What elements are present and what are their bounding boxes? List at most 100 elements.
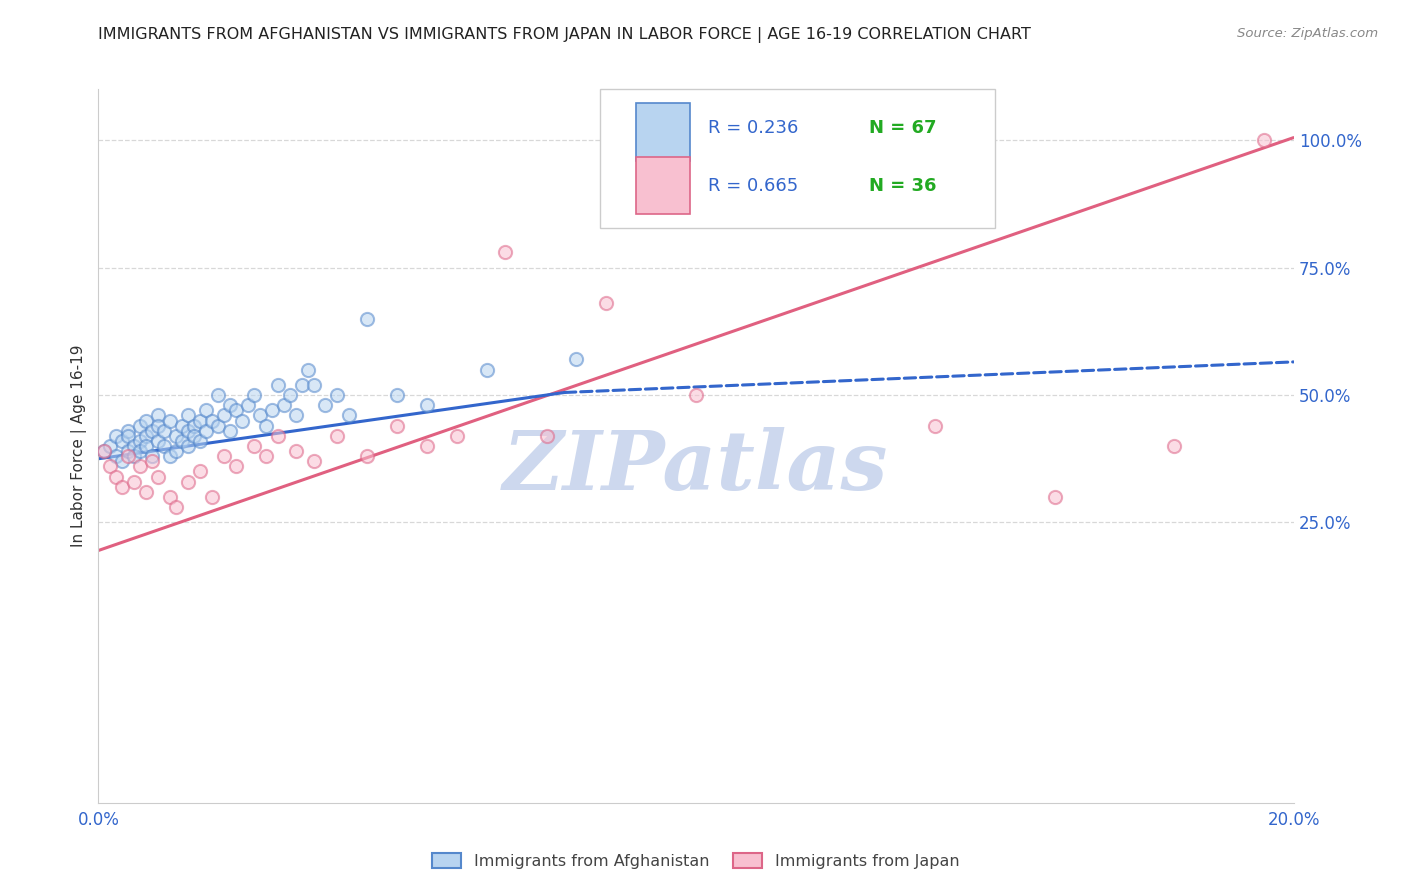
Point <box>129 418 152 433</box>
Point <box>212 409 235 423</box>
Point <box>165 500 187 515</box>
Point <box>207 388 229 402</box>
Point <box>267 429 290 443</box>
Point <box>385 418 409 433</box>
Point <box>183 429 205 443</box>
Point <box>273 398 295 412</box>
Text: Source: ZipAtlas.com: Source: ZipAtlas.com <box>1237 27 1378 40</box>
Point <box>536 429 558 443</box>
Point <box>111 480 134 494</box>
Point <box>141 449 163 463</box>
Point <box>188 413 211 427</box>
Point <box>105 449 128 463</box>
Point <box>177 409 200 423</box>
Point <box>326 429 349 443</box>
Point <box>141 424 163 438</box>
Point <box>249 409 271 423</box>
Text: R = 0.236: R = 0.236 <box>709 120 799 137</box>
Point <box>302 377 325 392</box>
Point <box>231 413 253 427</box>
Point <box>416 398 439 412</box>
Point <box>475 362 498 376</box>
Point <box>302 454 325 468</box>
Point <box>207 418 229 433</box>
Point <box>117 429 139 443</box>
Point <box>278 388 301 402</box>
Point <box>135 439 157 453</box>
Point <box>165 444 187 458</box>
Point <box>267 377 290 392</box>
Point <box>153 439 176 453</box>
Point <box>148 434 170 448</box>
Point <box>494 245 516 260</box>
Text: R = 0.665: R = 0.665 <box>709 177 799 194</box>
Point <box>297 362 319 376</box>
Point <box>135 484 157 499</box>
Point <box>356 311 378 326</box>
Point <box>124 449 146 463</box>
Point <box>219 424 242 438</box>
Point <box>172 418 194 433</box>
Point <box>565 352 588 367</box>
Legend: Immigrants from Afghanistan, Immigrants from Japan: Immigrants from Afghanistan, Immigrants … <box>425 846 967 877</box>
Point <box>177 439 200 453</box>
Y-axis label: In Labor Force | Age 16-19: In Labor Force | Age 16-19 <box>72 344 87 548</box>
Point <box>111 434 134 448</box>
Point <box>105 429 128 443</box>
Point <box>804 148 827 162</box>
Point <box>236 398 259 412</box>
Point <box>254 449 277 463</box>
Point <box>177 424 200 438</box>
Point <box>243 439 266 453</box>
Point <box>172 434 194 448</box>
Point <box>159 413 181 427</box>
Point <box>188 434 211 448</box>
FancyBboxPatch shape <box>637 157 690 214</box>
Point <box>100 459 122 474</box>
Point <box>117 444 139 458</box>
Point <box>141 454 163 468</box>
Point <box>117 449 139 463</box>
Point <box>105 469 128 483</box>
Point <box>111 454 134 468</box>
Point <box>1253 133 1275 147</box>
Point <box>416 439 439 453</box>
Point <box>225 403 247 417</box>
Point <box>326 388 349 402</box>
Point <box>153 424 176 438</box>
Point <box>165 429 187 443</box>
Point <box>385 388 409 402</box>
Point <box>159 490 181 504</box>
Point <box>148 469 170 483</box>
Point <box>129 459 152 474</box>
Text: IMMIGRANTS FROM AFGHANISTAN VS IMMIGRANTS FROM JAPAN IN LABOR FORCE | AGE 16-19 : IMMIGRANTS FROM AFGHANISTAN VS IMMIGRANT… <box>98 27 1031 43</box>
Point <box>685 388 707 402</box>
Point <box>124 475 146 489</box>
Point <box>135 413 157 427</box>
Point <box>129 434 152 448</box>
Point <box>183 418 205 433</box>
Point <box>284 444 307 458</box>
Point <box>148 409 170 423</box>
Text: ZIPatlas: ZIPatlas <box>503 427 889 508</box>
Point <box>339 409 360 423</box>
Point <box>177 475 200 489</box>
FancyBboxPatch shape <box>637 103 690 161</box>
Point <box>356 449 378 463</box>
Point <box>446 429 468 443</box>
Point <box>100 439 122 453</box>
Point <box>148 418 170 433</box>
Text: N = 36: N = 36 <box>869 177 936 194</box>
Point <box>291 377 314 392</box>
Point <box>188 465 211 479</box>
Point <box>315 398 337 412</box>
Point <box>260 403 283 417</box>
Point <box>254 418 277 433</box>
FancyBboxPatch shape <box>600 89 995 228</box>
Point <box>201 413 224 427</box>
Point <box>124 439 146 453</box>
Point <box>93 444 115 458</box>
Point <box>225 459 247 474</box>
Point <box>212 449 235 463</box>
Point <box>93 444 115 458</box>
